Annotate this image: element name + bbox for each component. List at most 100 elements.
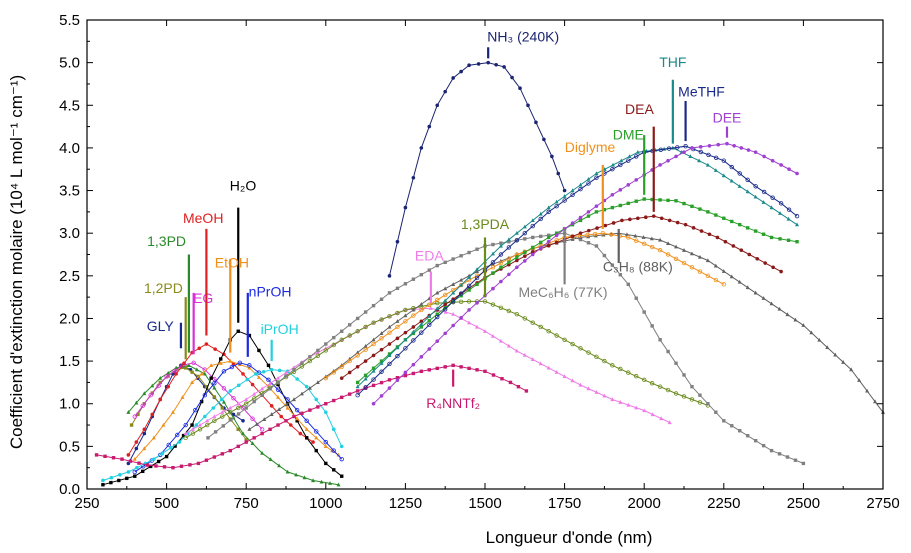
data-point xyxy=(459,254,463,258)
data-point xyxy=(522,352,527,357)
data-point xyxy=(778,237,782,241)
data-point xyxy=(498,243,503,248)
data-point xyxy=(510,75,514,80)
data-point xyxy=(570,234,575,239)
data-point xyxy=(260,450,265,455)
data-point xyxy=(794,213,800,219)
data-point xyxy=(666,146,672,151)
data-point xyxy=(698,207,702,211)
data-point xyxy=(586,350,591,355)
data-point xyxy=(355,393,360,398)
data-point xyxy=(247,427,252,431)
data-point xyxy=(618,203,623,208)
data-point xyxy=(706,402,710,406)
data-point xyxy=(777,306,782,311)
data-point xyxy=(340,329,344,333)
data-point xyxy=(304,418,309,423)
data-point xyxy=(635,149,640,154)
data-point xyxy=(523,237,527,241)
data-point xyxy=(175,432,180,438)
data-point xyxy=(705,273,711,279)
data-point xyxy=(682,150,686,154)
data-point xyxy=(298,431,303,436)
data-point xyxy=(403,282,408,286)
data-point xyxy=(250,441,255,445)
data-point xyxy=(252,436,256,440)
data-point xyxy=(443,292,448,298)
data-point xyxy=(610,205,615,210)
data-point xyxy=(202,371,207,376)
data-point xyxy=(259,427,265,432)
data-point xyxy=(650,324,654,328)
series-8 xyxy=(101,367,344,483)
data-point xyxy=(161,422,166,427)
data-point xyxy=(507,272,511,277)
data-point xyxy=(681,260,687,266)
data-point xyxy=(746,148,751,152)
data-point xyxy=(311,440,315,444)
data-point xyxy=(675,145,680,150)
data-point xyxy=(221,386,227,391)
data-point xyxy=(530,252,535,257)
data-point xyxy=(435,290,440,295)
data-point xyxy=(586,176,591,181)
data-point xyxy=(174,372,178,376)
data-point xyxy=(137,461,141,465)
data-point xyxy=(769,235,774,240)
data-point xyxy=(514,230,519,235)
data-point xyxy=(196,461,201,466)
data-point xyxy=(117,478,121,483)
data-point xyxy=(745,434,750,438)
data-point xyxy=(403,370,408,375)
data-point xyxy=(419,330,424,335)
data-point xyxy=(793,458,798,462)
data-point xyxy=(228,448,232,453)
data-point xyxy=(657,248,663,253)
data-point xyxy=(626,201,630,206)
data-point xyxy=(403,346,408,351)
data-point xyxy=(714,213,718,217)
data-point xyxy=(183,435,188,441)
data-point xyxy=(682,248,686,252)
data-point xyxy=(500,377,504,381)
data-point xyxy=(419,272,424,277)
data-point xyxy=(194,367,199,372)
data-point xyxy=(556,171,561,176)
data-point xyxy=(241,372,245,376)
data-point xyxy=(602,358,607,364)
data-point xyxy=(769,448,774,453)
data-point xyxy=(427,268,431,272)
data-point xyxy=(491,373,496,377)
data-point xyxy=(250,382,255,387)
data-point xyxy=(514,348,519,353)
data-point xyxy=(697,254,702,259)
data-point xyxy=(355,350,360,355)
data-point xyxy=(498,252,504,257)
data-point xyxy=(229,364,235,370)
data-point xyxy=(714,410,718,414)
data-point xyxy=(841,360,846,364)
data-point xyxy=(132,469,137,475)
data-point xyxy=(586,228,591,233)
data-point xyxy=(619,158,624,163)
data-point xyxy=(158,375,163,380)
data-point xyxy=(395,239,400,244)
data-point xyxy=(530,218,535,222)
series-label: nPrOH xyxy=(249,283,292,299)
data-point xyxy=(570,192,575,198)
data-point xyxy=(499,265,503,269)
data-point xyxy=(269,367,274,372)
data-point xyxy=(315,350,320,355)
data-point xyxy=(323,348,328,353)
data-point xyxy=(666,158,670,163)
data-point xyxy=(132,456,137,461)
data-point xyxy=(355,380,360,385)
data-point xyxy=(550,154,554,159)
data-point xyxy=(435,297,440,303)
data-point xyxy=(331,370,336,375)
data-point xyxy=(546,365,551,370)
data-point xyxy=(276,395,281,399)
data-point xyxy=(594,244,599,248)
data-point xyxy=(667,420,672,425)
